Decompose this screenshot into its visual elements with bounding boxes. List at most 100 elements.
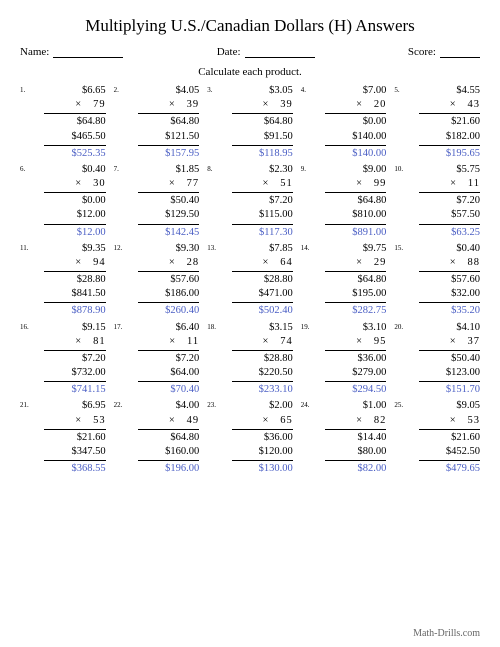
- multiplier: × 53: [403, 414, 480, 428]
- multiplier: × 95: [310, 335, 387, 349]
- partial-1: $57.60: [123, 273, 200, 287]
- partial-1: $14.40: [310, 431, 387, 445]
- partial-2: $160.00: [123, 445, 200, 459]
- answer: $233.10: [216, 383, 293, 397]
- problem-number: 6.: [20, 165, 25, 173]
- problem-number: 3.: [207, 86, 212, 94]
- multiplier: × 94: [29, 256, 106, 270]
- problem: 25.$9.05× 53$21.60$452.50$479.65: [394, 399, 480, 476]
- partial-2: $80.00: [310, 445, 387, 459]
- answer: $140.00: [310, 147, 387, 161]
- partial-2: $12.00: [29, 208, 106, 222]
- partial-1: $7.20: [29, 352, 106, 366]
- rule: [232, 271, 293, 272]
- partial-1: $50.40: [123, 194, 200, 208]
- rule: [232, 145, 293, 146]
- problem: 1.$6.65× 79$64.80$465.50$525.35: [20, 84, 106, 161]
- multiplicand: $6.65: [29, 84, 106, 98]
- problem-number: 16.: [20, 323, 29, 331]
- multiplicand: $1.85: [123, 163, 200, 177]
- partial-1: $64.80: [29, 115, 106, 129]
- multiplicand: $9.75: [310, 242, 387, 256]
- partial-1: $7.20: [216, 194, 293, 208]
- problem-number: 1.: [20, 86, 25, 94]
- problem: 7.$1.85× 77$50.40$129.50$142.45: [114, 163, 200, 240]
- partial-2: $186.00: [123, 287, 200, 301]
- problem-number: 13.: [207, 244, 216, 252]
- problem: 2.$4.05× 39$64.80$121.50$157.95: [114, 84, 200, 161]
- multiplicand: $9.35: [29, 242, 106, 256]
- partial-1: $0.00: [310, 115, 387, 129]
- multiplicand: $2.30: [216, 163, 293, 177]
- partial-2: $841.50: [29, 287, 106, 301]
- rule: [44, 192, 105, 193]
- answer: $70.40: [123, 383, 200, 397]
- rule: [44, 429, 105, 430]
- rule: [419, 271, 480, 272]
- rule: [44, 350, 105, 351]
- multiplier: × 74: [216, 335, 293, 349]
- multiplier: × 79: [29, 98, 106, 112]
- answer: $117.30: [216, 226, 293, 240]
- problem-number: 8.: [207, 165, 212, 173]
- rule: [138, 381, 199, 382]
- multiplicand: $7.85: [216, 242, 293, 256]
- answer: $157.95: [123, 147, 200, 161]
- multiplier: × 11: [123, 335, 200, 349]
- partial-1: $50.40: [403, 352, 480, 366]
- rule: [325, 145, 386, 146]
- rule: [44, 381, 105, 382]
- multiplier: × 11: [403, 177, 480, 191]
- problem-number: 20.: [394, 323, 403, 331]
- problem-number: 25.: [394, 401, 403, 409]
- multiplicand: $0.40: [29, 163, 106, 177]
- partial-2: $220.50: [216, 366, 293, 380]
- problem: 18.$3.15× 74$28.80$220.50$233.10: [207, 321, 293, 398]
- multiplicand: $4.00: [123, 399, 200, 413]
- problem-number: 11.: [20, 244, 29, 252]
- rule: [419, 113, 480, 114]
- problem-number: 17.: [114, 323, 123, 331]
- problem: 19.$3.10× 95$36.00$279.00$294.50: [301, 321, 387, 398]
- answer: $368.55: [29, 462, 106, 476]
- multiplier: × 82: [310, 414, 387, 428]
- rule: [138, 145, 199, 146]
- rule: [419, 145, 480, 146]
- multiplicand: $6.95: [29, 399, 106, 413]
- problem-number: 4.: [301, 86, 306, 94]
- partial-1: $36.00: [310, 352, 387, 366]
- partial-1: $21.60: [29, 431, 106, 445]
- answer: $35.20: [403, 304, 480, 318]
- name-blank[interactable]: [53, 46, 123, 58]
- rule: [325, 192, 386, 193]
- partial-2: $57.50: [403, 208, 480, 222]
- rule: [419, 429, 480, 430]
- multiplier: × 81: [29, 335, 106, 349]
- problem-number: 14.: [301, 244, 310, 252]
- partial-2: $195.00: [310, 287, 387, 301]
- partial-1: $21.60: [403, 431, 480, 445]
- problem: 4.$7.00× 20$0.00$140.00$140.00: [301, 84, 387, 161]
- partial-2: $115.00: [216, 208, 293, 222]
- problem-number: 22.: [114, 401, 123, 409]
- partial-1: $64.80: [123, 431, 200, 445]
- rule: [138, 192, 199, 193]
- multiplier: × 99: [310, 177, 387, 191]
- problem: 16.$9.15× 81$7.20$732.00$741.15: [20, 321, 106, 398]
- multiplicand: $9.30: [123, 242, 200, 256]
- date-blank[interactable]: [245, 46, 315, 58]
- multiplicand: $9.15: [29, 321, 106, 335]
- multiplicand: $4.05: [123, 84, 200, 98]
- problem-number: 23.: [207, 401, 216, 409]
- rule: [44, 113, 105, 114]
- rule: [44, 145, 105, 146]
- rule: [138, 302, 199, 303]
- score-blank[interactable]: [440, 46, 480, 58]
- problem-number: 12.: [114, 244, 123, 252]
- answer: $282.75: [310, 304, 387, 318]
- partial-2: $471.00: [216, 287, 293, 301]
- problem: 11.$9.35× 94$28.80$841.50$878.90: [20, 242, 106, 319]
- problem: 6.$0.40× 30$0.00$12.00$12.00: [20, 163, 106, 240]
- multiplier: × 39: [123, 98, 200, 112]
- partial-1: $0.00: [29, 194, 106, 208]
